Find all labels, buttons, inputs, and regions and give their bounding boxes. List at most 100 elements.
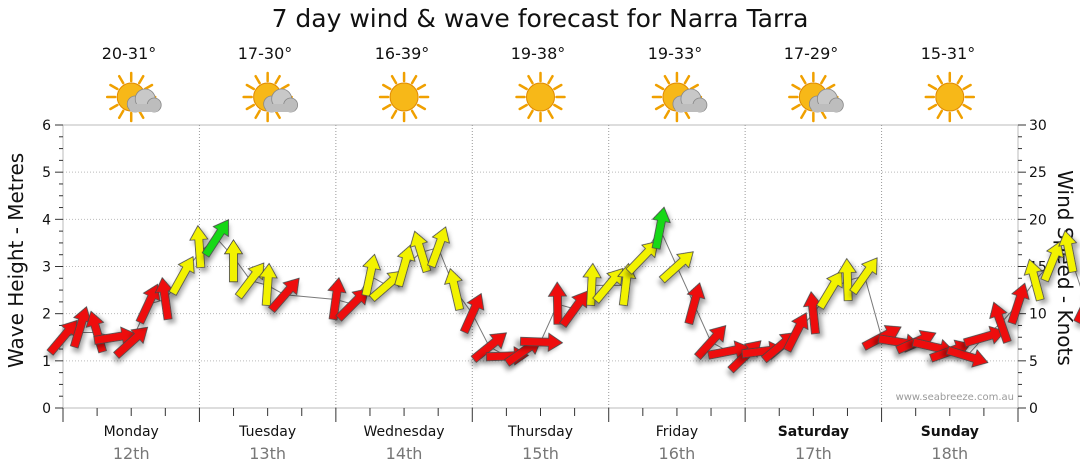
sun-ray	[390, 74, 398, 85]
wind-arrow-shape	[327, 276, 347, 321]
day-label: Sunday	[921, 424, 979, 440]
wind-arrow-shape	[559, 290, 588, 328]
sun-ray	[416, 83, 427, 91]
sun-ray	[962, 83, 972, 91]
y-tick-left-label: 3	[42, 260, 51, 276]
y-tick-right-label: 30	[1029, 118, 1047, 134]
sun-ray	[518, 103, 528, 111]
wind-arrow	[135, 283, 161, 325]
sun-ray	[689, 83, 699, 91]
sun-ray	[820, 74, 827, 85]
wind-arrow-shape	[368, 270, 405, 303]
credit-text: www.seabreeze.com.au	[895, 392, 1014, 403]
wind-arrow-shape	[582, 262, 602, 307]
y-tick-left-label: 1	[42, 354, 51, 370]
wind-arrow	[559, 290, 588, 328]
day-label: Friday	[656, 424, 698, 440]
wind-arrow	[547, 281, 568, 325]
temp-range-wednesday: 16-39°	[374, 44, 430, 63]
wind-arrow	[684, 282, 706, 326]
wind-arrow-shape	[223, 239, 244, 283]
y-tick-left-label: 2	[42, 307, 51, 323]
wind-arrow-shape	[592, 267, 624, 304]
sun-ray	[553, 103, 563, 111]
wind-arrow	[409, 230, 432, 274]
sun-ray	[956, 74, 964, 85]
wind-arrow	[189, 224, 209, 269]
wind-arrow-shape	[684, 282, 706, 326]
y-tick-left-label: 4	[42, 212, 51, 228]
sun-ray	[683, 109, 691, 120]
date-label: 13th	[249, 444, 286, 463]
wind-arrow-shape	[989, 301, 1012, 344]
wind-arrow	[470, 332, 507, 363]
sun-ray	[274, 74, 281, 85]
sun-ray	[927, 103, 938, 111]
wind-arrow-shape	[658, 251, 694, 284]
y-tick-right-label: 20	[1029, 212, 1047, 228]
sun-ray	[825, 83, 836, 91]
y-tick-right-label: 10	[1029, 307, 1047, 323]
date-label: 15th	[522, 444, 559, 463]
sun-ray	[117, 109, 125, 120]
sun-ray	[553, 83, 563, 91]
cloud-shape	[808, 88, 844, 113]
wind-arrow-shape	[963, 325, 1006, 348]
sun-cloud-icon	[651, 71, 708, 123]
temp-range-monday: 20-31°	[101, 44, 157, 63]
sun-ray	[254, 109, 261, 120]
sun-ray	[800, 74, 807, 85]
sun-ray	[143, 83, 154, 91]
wind-arrow	[361, 253, 382, 297]
sun-ray	[936, 109, 944, 120]
y-tick-right-label: 5	[1029, 354, 1038, 370]
wind-arrow	[849, 257, 878, 296]
y-tick-left-label: 0	[42, 401, 51, 417]
date-label: 14th	[386, 444, 423, 463]
sun-ray	[254, 74, 261, 85]
wind-arrow	[201, 219, 229, 258]
wind-arrow-shape	[234, 262, 265, 300]
sun-ray	[245, 103, 256, 111]
temp-range-tuesday: 17-30°	[237, 44, 293, 63]
wind-arrow-shape	[849, 257, 878, 296]
sun-ray	[109, 83, 119, 91]
wind-arrow-shape	[459, 292, 485, 335]
wind-arrow	[335, 288, 369, 322]
sun-disc	[526, 82, 555, 112]
date-label: 16th	[659, 444, 696, 463]
sun-disc	[389, 82, 419, 112]
wind-arrow-shape	[1073, 283, 1080, 325]
day-label: Saturday	[778, 424, 849, 440]
wind-arrow	[1007, 282, 1030, 325]
sun-cloud-icon	[242, 71, 299, 123]
wind-arrow-shape	[168, 256, 195, 296]
sun-icon	[378, 71, 430, 123]
wind-arrow	[168, 256, 195, 296]
sun-ray	[527, 74, 534, 85]
wind-arrow-shape	[267, 277, 300, 314]
sun-ray	[654, 103, 665, 111]
cloud-shape	[126, 88, 162, 113]
sun-ray	[791, 83, 801, 91]
wind-arrow	[223, 239, 244, 283]
sun-ray	[274, 109, 281, 120]
wind-arrow	[963, 325, 1006, 348]
sun-ray	[109, 103, 119, 111]
wind-arrow-shape	[444, 267, 465, 311]
wind-arrow-shape	[201, 219, 229, 258]
sun-ray	[518, 83, 528, 91]
wind-arrow	[234, 262, 265, 300]
y-tick-right-label: 0	[1029, 401, 1038, 417]
wind-arrow	[394, 244, 416, 288]
sun-ray	[800, 109, 807, 120]
day-label: Monday	[104, 424, 159, 440]
sun-ray	[547, 109, 554, 120]
date-label: 18th	[931, 444, 968, 463]
wind-arrow-shape	[1058, 229, 1078, 274]
wind-arrow	[651, 206, 671, 250]
cloud-shape	[672, 88, 708, 113]
wind-arrow-shape	[783, 312, 809, 353]
wind-arrow	[625, 240, 659, 275]
wind-arrow	[1073, 283, 1080, 325]
